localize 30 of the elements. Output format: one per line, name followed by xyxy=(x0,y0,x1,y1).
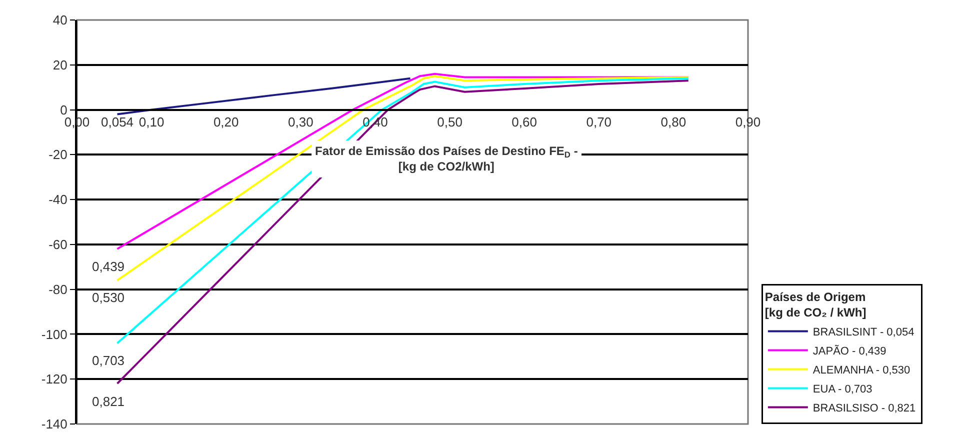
y-tick-label: -20 xyxy=(48,147,68,162)
y-tick-label: 20 xyxy=(52,57,68,72)
x-tick-label: 0,60 xyxy=(512,114,537,130)
y-tick-label: -40 xyxy=(48,192,68,208)
annotation: 0,530 xyxy=(92,290,125,305)
annotation: 0,703 xyxy=(92,353,125,368)
x-tick-label: 0,80 xyxy=(660,114,686,130)
legend-label: ALEMANHA - 0,530 xyxy=(812,364,910,376)
legend-label: JAPÃO - 0,439 xyxy=(812,344,886,358)
legend-label: EUA - 0,703 xyxy=(812,383,872,396)
x-tick-label: 0,20 xyxy=(213,114,239,130)
y-tick-label: 40 xyxy=(52,12,68,28)
annotation: 0,821 xyxy=(92,394,125,409)
x-tick-label: 0,70 xyxy=(586,114,612,130)
annotation: 0,439 xyxy=(92,259,125,274)
x-tick-label: 0,50 xyxy=(437,114,462,130)
y-tick-label: -100 xyxy=(41,326,68,342)
y-tick-label: -60 xyxy=(48,236,68,252)
y-tick-label: -120 xyxy=(41,372,68,387)
x-tick-label: 0,30 xyxy=(288,114,314,130)
y-tick-label: 0 xyxy=(60,102,68,118)
x-tick-label: 0,054 xyxy=(100,114,134,130)
x-tick-label: 0,10 xyxy=(138,114,164,130)
y-tick-label: -80 xyxy=(48,282,68,297)
legend-label: BRASILSINT - 0,054 xyxy=(812,326,914,338)
y-tick-label: -140 xyxy=(41,416,68,432)
line-series xyxy=(116,77,412,116)
text: Fator de Emissão dos Países de Destino FE$_{D}$ - [kg de CO2/kWh] xyxy=(315,144,578,174)
legend-title: Países de Origem [kg de CO₂ / kWh] xyxy=(764,290,866,320)
legend-label: BRASILSISO - 0,821 xyxy=(812,402,916,414)
